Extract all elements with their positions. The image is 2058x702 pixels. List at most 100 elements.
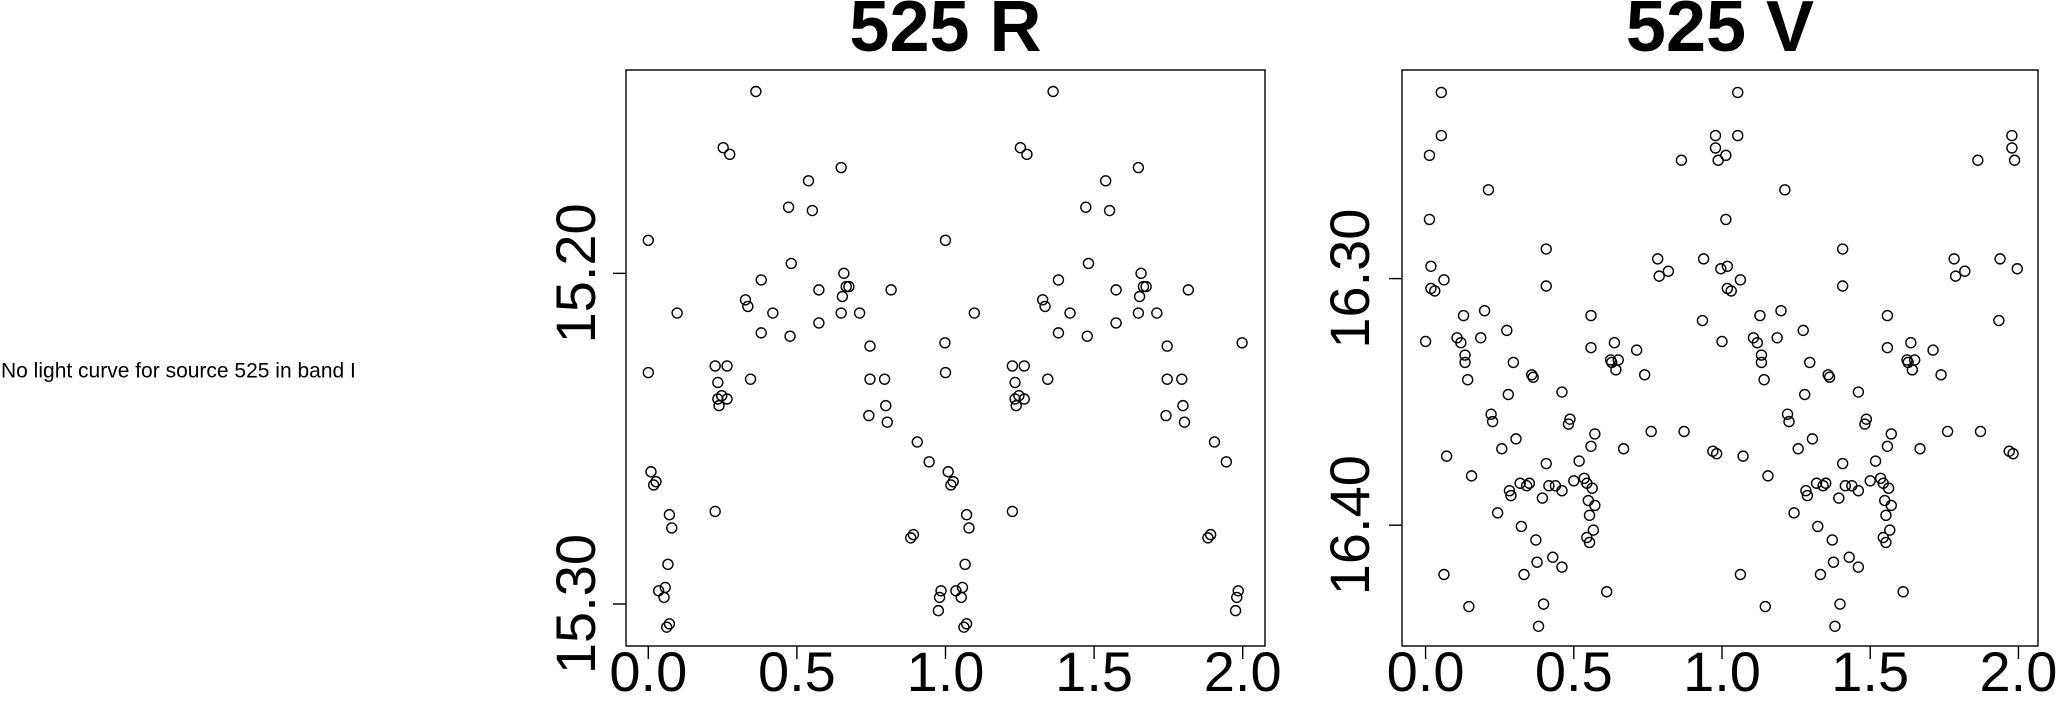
data-point [1486, 415, 1499, 428]
y-tick-label: 15.20 [544, 203, 607, 343]
data-point [939, 366, 952, 379]
data-point [1755, 349, 1768, 361]
data-point [755, 274, 767, 286]
data-point [709, 360, 721, 372]
data-point [1160, 409, 1172, 422]
data-point [1630, 344, 1643, 356]
data-point [1820, 477, 1832, 489]
data-point [1132, 161, 1145, 174]
data-point [1885, 428, 1897, 440]
data-point [959, 558, 971, 571]
data-point [1864, 475, 1876, 487]
data-point [1879, 494, 1891, 507]
data-point [1732, 129, 1744, 142]
data-point [1440, 450, 1453, 462]
data-point [1064, 307, 1076, 319]
data-point [1419, 335, 1432, 348]
data-point [1839, 480, 1852, 492]
data-point [1176, 373, 1188, 385]
chart-title: 525 R [849, 0, 1041, 67]
data-point [1543, 480, 1555, 492]
data-point [968, 307, 981, 319]
data-point [1549, 480, 1562, 492]
data-point [939, 234, 952, 246]
data-point [1236, 337, 1248, 349]
data-point [1836, 243, 1849, 255]
data-point [1151, 307, 1163, 319]
data-point [1826, 534, 1838, 546]
data-point [721, 393, 733, 405]
data-point [1540, 457, 1552, 470]
data-point [1732, 86, 1744, 99]
data-point [1859, 418, 1871, 430]
data-point [1737, 450, 1749, 462]
data-point [1806, 433, 1819, 445]
data-point [1881, 440, 1894, 452]
data-point [880, 399, 892, 412]
data-point [1843, 551, 1855, 563]
data-point [1052, 274, 1065, 286]
data-point [885, 284, 897, 296]
data-point [1536, 492, 1549, 504]
data-point [1852, 561, 1865, 573]
data-point [1781, 408, 1794, 420]
data-point [1759, 600, 1771, 613]
data-point [907, 528, 920, 541]
data-point [1993, 314, 2005, 327]
data-point [1585, 341, 1597, 354]
data-point [1461, 373, 1474, 386]
data-point [1653, 270, 1665, 282]
data-point [1505, 489, 1517, 502]
data-point [1678, 425, 1690, 438]
data-point [1927, 344, 1939, 356]
data-point [1612, 354, 1624, 366]
data-point [1463, 600, 1475, 613]
data-point [1006, 505, 1019, 518]
data-point [935, 585, 947, 597]
data-point [1208, 436, 1221, 448]
data-point [1905, 337, 1917, 349]
data-point [1880, 536, 1892, 549]
data-point [1140, 280, 1152, 293]
data-point [1762, 470, 1774, 482]
data-point [1547, 551, 1559, 563]
data-point [864, 340, 876, 352]
data-point [755, 327, 767, 339]
data-point [2007, 447, 2019, 460]
data-point [739, 294, 752, 306]
data-point [1438, 568, 1450, 581]
data-point [1518, 568, 1530, 581]
data-point [717, 142, 729, 154]
data-point [1779, 184, 1791, 196]
data-point [1177, 399, 1189, 412]
data-point [1014, 142, 1027, 154]
data-point [1475, 332, 1487, 344]
data-point [1501, 324, 1513, 337]
data-point [1959, 265, 1971, 277]
data-point [960, 509, 973, 521]
x-tick-label: 1.0 [907, 640, 985, 702]
data-point [911, 436, 923, 448]
data-point [1994, 253, 2006, 265]
data-point [1507, 356, 1520, 369]
data-point [1537, 598, 1550, 610]
data-point [1530, 534, 1542, 546]
data-point [1935, 369, 1947, 381]
data-point [1523, 477, 1536, 489]
y-tick-label: 15.30 [544, 534, 607, 674]
data-point [1133, 290, 1146, 303]
data-point [1531, 556, 1543, 568]
data-point [1645, 425, 1657, 438]
data-point [1502, 388, 1514, 401]
data-point [1788, 507, 1800, 519]
scatter-plot: 525 V 0.0 0.5 1.0 1.5 2.0 16.30 16.40 [1318, 0, 2058, 702]
data-point [709, 505, 721, 518]
data-point [1638, 369, 1651, 381]
x-tick-label: 0.0 [609, 640, 687, 702]
data-point [955, 591, 967, 604]
data-point [864, 373, 876, 385]
data-point [1527, 371, 1539, 383]
data-point [659, 581, 671, 594]
data-point [958, 621, 970, 633]
data-point [1587, 524, 1600, 536]
